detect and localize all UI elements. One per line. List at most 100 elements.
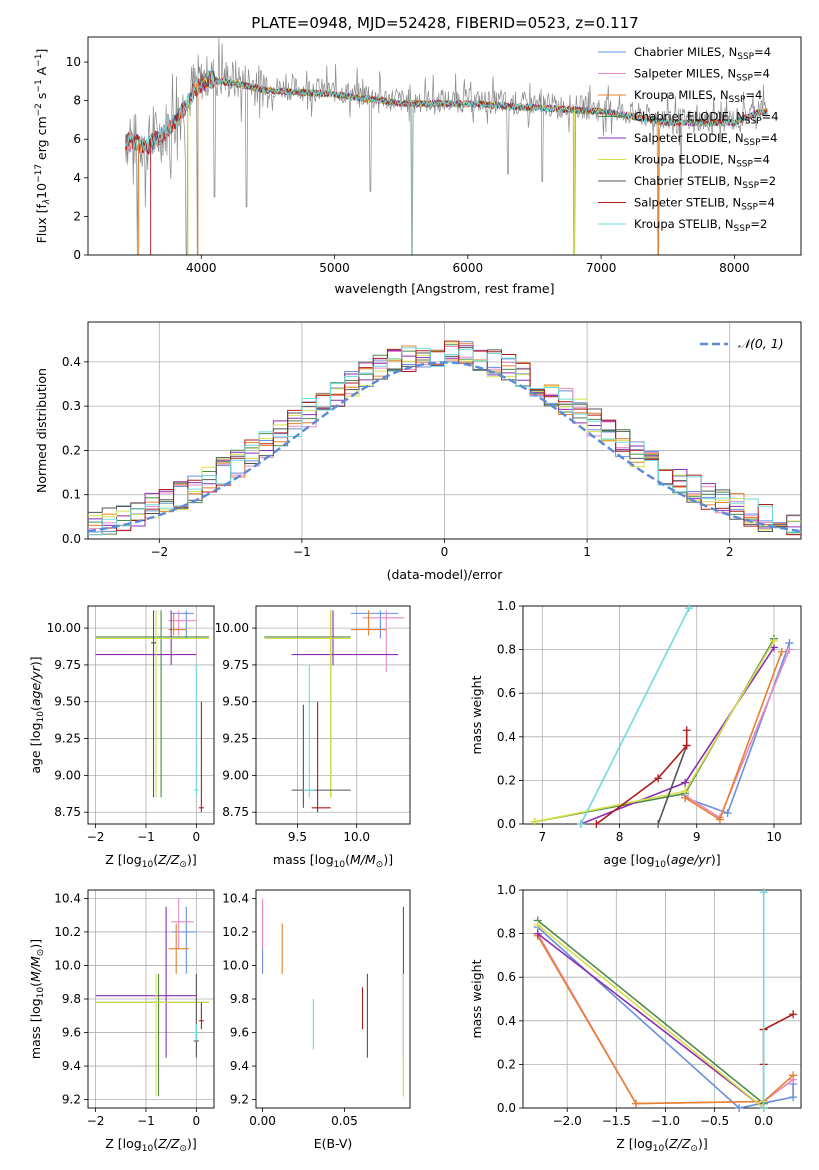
mass-weight-vs-age-marker-chabrier-stelib xyxy=(654,820,663,828)
histogram-normal-curve xyxy=(87,361,802,533)
spectrum-legend: Chabrier MILES, NSSP=4 Salpeter MILES, NS… xyxy=(598,45,779,234)
mass-vs-EBV-ytick-label: 9.6 xyxy=(230,1026,249,1040)
age-vs-mass-ytick-label: 9.50 xyxy=(222,695,249,709)
age-vs-Z-ytick-label: 9.50 xyxy=(54,695,81,709)
mass-vs-Z-ytick-label: 9.8 xyxy=(62,992,81,1006)
errorbar-kroupa-stelib xyxy=(303,664,316,798)
mass-weight-vs-age-axes: 7 8 9 10 0.0 0.2 0.4 0.6 0.8 1.0 xyxy=(497,599,802,844)
errorbar-chabrier-miles xyxy=(350,610,399,639)
errorbar-salpeter-stelib xyxy=(311,701,331,813)
mass-weight-vs-Z-xlabel: Z [log10(Z/Z⊙)] xyxy=(616,1136,707,1154)
mass-weight-vs-age-series-kroupa-miles xyxy=(684,651,783,821)
age-vs-mass-ytick-label: 9.25 xyxy=(222,732,249,746)
mass-weight-vs-Z-marker-salpeter-stelib xyxy=(789,1010,798,1019)
residual-histogram-ytick-label: 0.1 xyxy=(62,488,81,502)
residual-histogram-axes: −2 −1 0 1 2 0.0 0.1 0.2 0.3 0.4 xyxy=(62,321,802,559)
errorbar-chabrier-stelib xyxy=(151,610,157,798)
mass-weight-vs-age-marker-salpeter-miles xyxy=(785,645,794,654)
legend-label-kroupa-miles: Kroupa MILES, NSSP=4 xyxy=(634,88,762,105)
age-vs-Z-axes: −2 −1 0 8.75 9.00 9.25 9.50 9.75 10.00 xyxy=(47,605,215,844)
mass-weight-vs-age-marker-kroupa-miles xyxy=(777,647,786,656)
mass-weight-vs-Z-ytick-label: 0.0 xyxy=(497,1101,516,1115)
mass-weight-vs-Z-xtick-label: −0.5 xyxy=(700,1114,729,1128)
mass-weight-vs-age-marker-salpeter-stelib xyxy=(592,820,601,828)
age-vs-Z-ytick-label: 9.00 xyxy=(54,768,81,782)
mass-weight-vs-Z-ytick-label: 0.2 xyxy=(497,1057,516,1071)
mass-weight-vs-Z-ytick-label: 1.0 xyxy=(497,883,516,897)
mass-weight-vs-age-xlabel: age [log10(age/yr)] xyxy=(603,852,720,870)
spectrum-xtick-label: 7000 xyxy=(586,261,617,275)
spectrum-ylabel: Flux [fλ10−17 erg cm−2 s−1 A−1] xyxy=(34,49,52,244)
mass-vs-EBV-axes: 0.00 0.05 9.2 9.4 9.6 9.8 10.0 10.2 10.4 xyxy=(222,889,411,1128)
age-vs-Z-ytick-label: 9.25 xyxy=(54,732,81,746)
mass-weight-vs-Z-marker-kroupa-elodie xyxy=(533,920,542,929)
legend-label-kroupa-stelib: Kroupa STELIB, NSSP=2 xyxy=(634,217,767,234)
errorbar-salpeter-stelib xyxy=(198,701,204,813)
mass-vs-Z-xtick-label: −1 xyxy=(137,1114,155,1128)
legend-label-salpeter-stelib: Salpeter STELIB, NSSP=4 xyxy=(634,196,775,213)
mass-weight-vs-Z-ytick-label: 0.4 xyxy=(497,1014,516,1028)
mass-weight-vs-Z-series-kroupa-miles xyxy=(537,935,794,1105)
errorbar-salpeter-elodie xyxy=(95,610,197,665)
errorbar-kroupa-elodie xyxy=(264,610,351,798)
mass-weight-vs-age-marker-kroupa-elodie xyxy=(769,636,778,645)
age-vs-Z-xtick-label: −2 xyxy=(87,830,105,844)
legend-label-salpeter-elodie: Salpeter ELODIE, NSSP=4 xyxy=(634,131,777,148)
errorbar-chabrier-stelib xyxy=(291,704,351,808)
mass-vs-EBV-ytick-label: 10.4 xyxy=(222,891,249,905)
errorbar-salpeter-miles xyxy=(362,610,405,673)
mass-weight-vs-Z-marker-kroupa-miles xyxy=(789,1071,798,1080)
errorbar-salpeter-elodie xyxy=(95,906,197,1058)
age-vs-Z-ytick-label: 10.00 xyxy=(47,621,81,635)
residual-histogram-ytick-label: 0.3 xyxy=(62,399,81,413)
age-vs-mass-ytick-label: 8.75 xyxy=(222,805,249,819)
age-vs-mass-ytick-label: 10.00 xyxy=(215,621,249,635)
mass-vs-Z-xtick-label: −2 xyxy=(87,1114,105,1128)
mass-weight-vs-Z-marker-chabrier-miles xyxy=(735,1104,744,1112)
mass-weight-vs-age-ytick-label: 0.8 xyxy=(497,643,516,657)
mass-weight-vs-Z-ylabel: mass weight xyxy=(469,959,484,1038)
mass-weight-vs-age-xtick-label: 9 xyxy=(693,830,701,844)
mass-weight-vs-Z-series-salpeter-stelib xyxy=(762,1013,794,1065)
residual-histogram-xtick-label: 2 xyxy=(726,545,734,559)
mass-vs-Z-ytick-label: 9.4 xyxy=(62,1059,81,1073)
mass-weight-vs-age-series-salpeter-stelib xyxy=(595,730,688,825)
mass-weight-vs-Z-marker-kroupa-miles xyxy=(631,1099,640,1108)
mass-vs-Z-xtick-label: 0 xyxy=(193,1114,201,1128)
spectrum-model-kroupa-stelib-line xyxy=(124,69,768,151)
errorbar-kroupa-miles xyxy=(350,610,387,636)
mass-vs-Z-ytick-label: 9.2 xyxy=(62,1093,81,1107)
spectrum-xtick-label: 6000 xyxy=(453,261,484,275)
figure-title: PLATE=0948, MJD=52428, FIBERID=0523, z=0… xyxy=(251,14,638,32)
residual-histogram-xtick-label: −1 xyxy=(293,545,311,559)
errorbar-salpeter-miles xyxy=(168,610,197,636)
errorbar-kroupa-stelib xyxy=(193,1024,199,1041)
age-vs-Z-xtick-label: 0 xyxy=(193,830,201,844)
mass-weight-vs-age-marker-salpeter-stelib xyxy=(654,774,663,783)
spectrum-axes: 4000 5000 6000 7000 8000 0 2 4 6 8 10 xyxy=(66,36,802,275)
mass-weight-vs-age-ytick-label: 1.0 xyxy=(497,599,516,613)
age-vs-mass-axes: 9.5 10.0 8.75 9.00 9.25 9.50 9.75 10.00 xyxy=(215,605,411,844)
mass-vs-EBV-ytick-label: 9.4 xyxy=(230,1059,249,1073)
residual-histogram-ytick-label: 0.4 xyxy=(62,355,81,369)
mass-weight-vs-age-series-kroupa-stelib xyxy=(580,607,690,825)
mass-weight-vs-Z-ytick-label: 0.6 xyxy=(497,970,516,984)
mass-vs-EBV-ytick-label: 10.2 xyxy=(222,925,249,939)
spectrum-frame xyxy=(87,36,802,256)
mass-weight-vs-Z-series-kroupa-elodie xyxy=(537,924,765,1110)
spectrum-xtick-label: 5000 xyxy=(319,261,350,275)
mass-vs-EBV-xtick-label: 0.05 xyxy=(331,1114,358,1128)
mass-weight-vs-Z-marker-kroupa-stelib xyxy=(759,888,768,897)
residual-histogram-xtick-label: 0 xyxy=(441,545,449,559)
mass-weight-vs-Z-xtick-label: 0.0 xyxy=(754,1114,773,1128)
errorbar-salpeter-elodie xyxy=(291,610,399,665)
mass-vs-Z-xlabel: Z [log10(Z/Z⊙)] xyxy=(105,1136,196,1154)
spectrum-xtick-label: 4000 xyxy=(186,261,217,275)
age-vs-mass-xtick-label: 9.5 xyxy=(288,830,307,844)
mass-weight-vs-age-marker-salpeter-stelib xyxy=(682,726,691,735)
age-vs-Z-ytick-label: 9.75 xyxy=(54,658,81,672)
mass-weight-vs-age-ylabel: mass weight xyxy=(469,675,484,754)
residual-histogram-xlabel: (data-model)/error xyxy=(387,567,504,582)
mass-weight-vs-age-series-salpeter-elodie xyxy=(580,646,775,825)
